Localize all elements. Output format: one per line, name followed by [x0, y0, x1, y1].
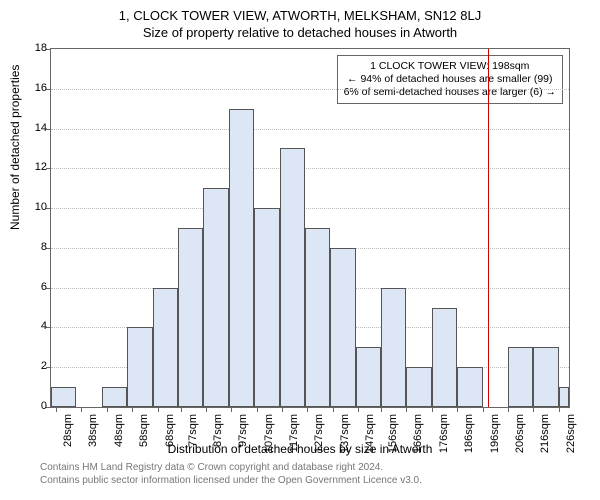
title-address: 1, CLOCK TOWER VIEW, ATWORTH, MELKSHAM, … — [0, 0, 600, 23]
chart-area: 1 CLOCK TOWER VIEW: 198sqm ← 94% of deta… — [50, 48, 570, 408]
y-axis-label: Number of detached properties — [8, 65, 22, 230]
histogram-bar — [280, 148, 305, 407]
x-tick-mark — [483, 407, 484, 412]
histogram-bar — [102, 387, 127, 407]
x-tick-label: 68sqm — [164, 414, 176, 464]
y-tick-label: 16 — [23, 82, 47, 94]
histogram-bar — [305, 228, 330, 407]
histogram-bar — [406, 367, 431, 407]
x-tick-label: 206sqm — [514, 414, 526, 464]
x-tick-mark — [206, 407, 207, 412]
histogram-bar — [330, 248, 355, 407]
histogram-bar — [356, 347, 381, 407]
x-tick-label: 176sqm — [438, 414, 450, 464]
x-tick-label: 216sqm — [539, 414, 551, 464]
y-tick-label: 18 — [23, 42, 47, 54]
x-tick-label: 87sqm — [212, 414, 224, 464]
credits-line: Contains HM Land Registry data © Crown c… — [40, 462, 422, 475]
x-tick-mark — [457, 407, 458, 412]
title-subtitle: Size of property relative to detached ho… — [0, 23, 600, 40]
x-tick-mark — [56, 407, 57, 412]
x-tick-label: 226sqm — [565, 414, 577, 464]
reference-line — [488, 49, 489, 407]
x-tick-label: 107sqm — [263, 414, 275, 464]
x-tick-label: 28sqm — [62, 414, 74, 464]
y-tick-label: 0 — [23, 400, 47, 412]
x-tick-mark — [406, 407, 407, 412]
histogram-bar — [508, 347, 533, 407]
x-tick-label: 117sqm — [288, 414, 300, 464]
x-tick-mark — [81, 407, 82, 412]
histogram-bar — [457, 367, 482, 407]
y-tick-label: 14 — [23, 122, 47, 134]
y-tick-label: 2 — [23, 360, 47, 372]
x-tick-mark — [559, 407, 560, 412]
gridline — [51, 168, 569, 169]
x-tick-label: 77sqm — [187, 414, 199, 464]
x-tick-label: 156sqm — [387, 414, 399, 464]
x-tick-mark — [181, 407, 182, 412]
histogram-bar — [229, 109, 254, 407]
x-tick-mark — [508, 407, 509, 412]
x-tick-label: 186sqm — [463, 414, 475, 464]
x-axis-label: Distribution of detached houses by size … — [0, 442, 600, 456]
x-tick-label: 48sqm — [113, 414, 125, 464]
annotation-box: 1 CLOCK TOWER VIEW: 198sqm ← 94% of deta… — [337, 55, 563, 104]
x-tick-mark — [381, 407, 382, 412]
x-tick-mark — [257, 407, 258, 412]
x-tick-label: 137sqm — [339, 414, 351, 464]
histogram-bar — [432, 308, 457, 407]
x-tick-label: 147sqm — [364, 414, 376, 464]
x-tick-label: 166sqm — [412, 414, 424, 464]
gridline — [51, 129, 569, 130]
x-tick-mark — [333, 407, 334, 412]
y-tick-label: 8 — [23, 241, 47, 253]
gridline — [51, 208, 569, 209]
x-tick-mark — [432, 407, 433, 412]
x-tick-mark — [132, 407, 133, 412]
histogram-bar — [178, 228, 203, 407]
x-tick-mark — [358, 407, 359, 412]
histogram-bar — [254, 208, 279, 407]
histogram-bar — [153, 288, 178, 407]
x-tick-mark — [158, 407, 159, 412]
x-tick-label: 38sqm — [87, 414, 99, 464]
annotation-line: ← 94% of detached houses are smaller (99… — [344, 73, 556, 86]
x-tick-mark — [107, 407, 108, 412]
x-tick-label: 127sqm — [313, 414, 325, 464]
x-tick-mark — [231, 407, 232, 412]
x-tick-mark — [307, 407, 308, 412]
x-tick-label: 196sqm — [489, 414, 501, 464]
x-tick-mark — [282, 407, 283, 412]
annotation-line: 1 CLOCK TOWER VIEW: 198sqm — [344, 60, 556, 73]
histogram-bar — [381, 288, 406, 407]
x-tick-label: 97sqm — [237, 414, 249, 464]
credits-line: Contains public sector information licen… — [40, 475, 422, 488]
histogram-bar — [127, 327, 152, 407]
x-tick-label: 58sqm — [138, 414, 150, 464]
histogram-bar — [533, 347, 558, 407]
histogram-bar — [51, 387, 76, 407]
y-tick-label: 10 — [23, 201, 47, 213]
x-tick-mark — [533, 407, 534, 412]
y-tick-label: 4 — [23, 320, 47, 332]
credits: Contains HM Land Registry data © Crown c… — [40, 462, 422, 487]
gridline — [51, 89, 569, 90]
y-tick-label: 12 — [23, 161, 47, 173]
histogram-bar — [203, 188, 228, 407]
histogram-bar — [559, 387, 569, 407]
y-tick-label: 6 — [23, 281, 47, 293]
